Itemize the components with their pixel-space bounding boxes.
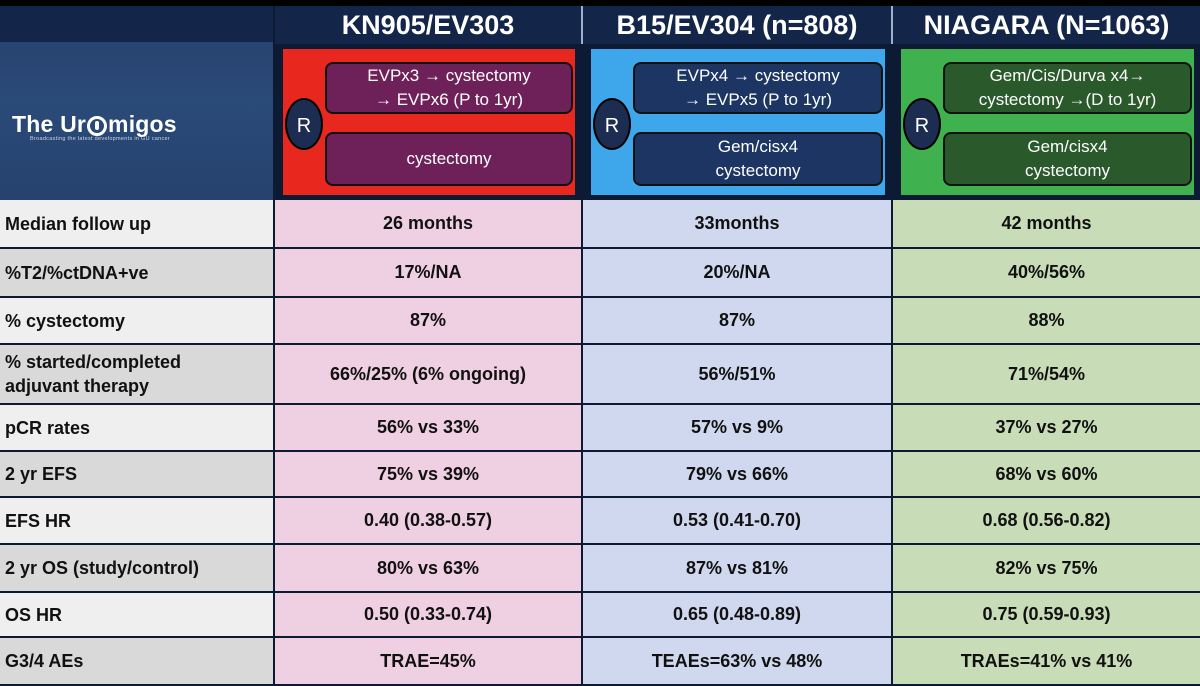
trial-header-3: NIAGARA (N=1063)	[893, 6, 1200, 44]
table-cell-trial-1: 75% vs 39%	[275, 452, 581, 496]
trial-design-panel-3: R Gem/Cis/Durva x4→ cystectomy →(D to 1yr…	[898, 46, 1197, 198]
trial-header-1: KN905/EV303	[275, 6, 581, 44]
header-separator	[891, 6, 893, 44]
table-cell-trial-3: 40%/56%	[893, 249, 1200, 296]
table-cell-trial-3: 0.75 (0.59-0.93)	[893, 593, 1200, 636]
table-cell-trial-2: 79% vs 66%	[583, 452, 891, 496]
table-row: EFS HR 0.40 (0.38-0.57) 0.53 (0.41-0.70) 0.…	[0, 498, 1200, 543]
table-row: Median follow up 26 months 33months 42 mont…	[0, 200, 1200, 247]
table-row: G3/4 AEs TRAE=45% TEAEs=63% vs 48% TRAEs=41…	[0, 638, 1200, 684]
table-row: %T2/%ctDNA+ve 17%/NA 20%/NA 40%/56%	[0, 249, 1200, 296]
table-cell-trial-1: 80% vs 63%	[275, 545, 581, 591]
table-cell-trial-1: 17%/NA	[275, 249, 581, 296]
table-cell-trial-1: 0.50 (0.33-0.74)	[275, 593, 581, 636]
logo-panel-band	[0, 6, 273, 42]
table-cell-trial-2: 20%/NA	[583, 249, 891, 296]
control-arm-box: Gem/cisx4 cystectomy	[633, 132, 883, 186]
table-cell-trial-3: 42 months	[893, 200, 1200, 247]
table-row: pCR rates 56% vs 33% 57% vs 9% 37% vs 27%	[0, 405, 1200, 450]
table-cell-trial-3: 0.68 (0.56-0.82)	[893, 498, 1200, 543]
table-cell-trial-1: TRAE=45%	[275, 638, 581, 684]
experimental-arm-box: EVPx4 → cystectomy → EVPx5 (P to 1yr)	[633, 62, 883, 114]
table-cell-trial-2: 0.53 (0.41-0.70)	[583, 498, 891, 543]
table-cell-trial-2: 87%	[583, 298, 891, 343]
experimental-arm-box: EVPx3 → cystectomy → EVPx6 (P to 1yr)	[325, 62, 573, 114]
trial-design-panel-1: R EVPx3 → cystectomy → EVPx6 (P to 1yr) cy…	[280, 46, 578, 198]
table-cell-trial-3: 82% vs 75%	[893, 545, 1200, 591]
table-cell-trial-2: TEAEs=63% vs 48%	[583, 638, 891, 684]
table-cell-trial-2: 0.65 (0.48-0.89)	[583, 593, 891, 636]
table-cell-trial-1: 0.40 (0.38-0.57)	[275, 498, 581, 543]
table-cell-trial-2: 57% vs 9%	[583, 405, 891, 450]
header-separator	[581, 6, 583, 44]
table-cell-trial-1: 66%/25% (6% ongoing)	[275, 345, 581, 403]
table-cell-trial-3: 68% vs 60%	[893, 452, 1200, 496]
row-label: pCR rates	[0, 405, 273, 450]
table-cell-trial-2: 56%/51%	[583, 345, 891, 403]
row-label: % started/completed adjuvant therapy	[0, 345, 273, 403]
logo-text-after: migos	[108, 111, 177, 137]
row-label: G3/4 AEs	[0, 638, 273, 684]
table-cell-trial-1: 26 months	[275, 200, 581, 247]
table-cell-trial-1: 56% vs 33%	[275, 405, 581, 450]
row-label: 2 yr EFS	[0, 452, 273, 496]
trial-design-panel-2: R EVPx4 → cystectomy → EVPx5 (P to 1yr) Ge…	[588, 46, 888, 198]
table-row: 2 yr EFS 75% vs 39% 79% vs 66% 68% vs 60%	[0, 452, 1200, 496]
table-cell-trial-1: 87%	[275, 298, 581, 343]
randomization-circle: R	[285, 98, 323, 150]
table-cell-trial-2: 33months	[583, 200, 891, 247]
microphone-icon	[87, 116, 108, 136]
row-label: 2 yr OS (study/control)	[0, 545, 273, 591]
logo-tagline: Broadcasting the latest developments in …	[30, 136, 171, 142]
row-label: %T2/%ctDNA+ve	[0, 249, 273, 296]
trial-header-2: B15/EV304 (n=808)	[583, 6, 891, 44]
randomization-circle: R	[593, 98, 631, 150]
table-cell-trial-3: 71%/54%	[893, 345, 1200, 403]
table-row: % started/completed adjuvant therapy 66%/…	[0, 345, 1200, 403]
uromigos-logo: The Ur migos	[12, 111, 177, 138]
table-row: % cystectomy 87% 87% 88%	[0, 298, 1200, 343]
logo-panel: The Ur migos Broadcasting the latest deve…	[0, 6, 273, 200]
table-row: 2 yr OS (study/control) 80% vs 63% 87% vs …	[0, 545, 1200, 591]
row-label: OS HR	[0, 593, 273, 636]
control-arm-box: cystectomy	[325, 132, 573, 186]
experimental-arm-box: Gem/Cis/Durva x4→ cystectomy →(D to 1yr)	[943, 62, 1192, 114]
table-cell-trial-2: 87% vs 81%	[583, 545, 891, 591]
row-label: EFS HR	[0, 498, 273, 543]
top-strip	[0, 0, 1200, 6]
row-label: % cystectomy	[0, 298, 273, 343]
table-cell-trial-3: 37% vs 27%	[893, 405, 1200, 450]
randomization-circle: R	[903, 98, 941, 150]
table-row: OS HR 0.50 (0.33-0.74) 0.65 (0.48-0.89) 0.7…	[0, 593, 1200, 636]
control-arm-box: Gem/cisx4 cystectomy	[943, 132, 1192, 186]
table-cell-trial-3: TRAEs=41% vs 41%	[893, 638, 1200, 684]
row-label: Median follow up	[0, 200, 273, 247]
table-cell-trial-3: 88%	[893, 298, 1200, 343]
logo-text-before: The Ur	[12, 111, 87, 137]
